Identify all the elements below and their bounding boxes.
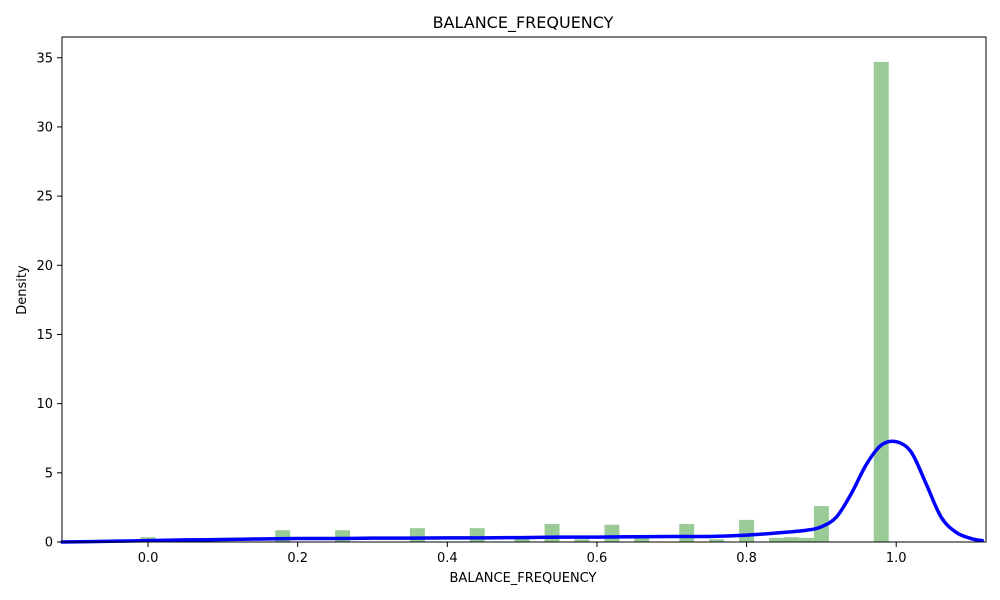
chart-title: BALANCE_FREQUENCY	[433, 13, 614, 33]
y-tick-label: 30	[36, 120, 53, 135]
y-tick-label: 10	[36, 397, 53, 412]
x-tick-label: 0.0	[138, 551, 159, 566]
x-tick-label: 0.6	[587, 551, 608, 566]
histogram-bar-16	[798, 537, 814, 542]
histogram-bar-12	[709, 539, 725, 542]
histogram-bar-7	[544, 524, 560, 542]
x-axis-ticks: 0.0 0.2 0.4 0.6 0.8 1.0	[138, 542, 907, 566]
y-axis-ticks: 0 5 10 15 20 25 30 35	[36, 51, 62, 551]
plot-frame	[61, 36, 987, 543]
histogram-bar-4	[409, 528, 425, 542]
y-tick-label: 20	[36, 259, 53, 274]
histogram-bar-14	[769, 537, 784, 542]
x-tick-label: 1.0	[886, 551, 907, 566]
histogram-bar-10	[634, 537, 650, 542]
x-tick-label: 0.8	[736, 551, 757, 566]
y-tick-label: 15	[36, 328, 53, 343]
histogram-bar-13	[739, 519, 755, 542]
kde-curve	[60, 439, 985, 544]
histogram-bar-18	[873, 61, 889, 542]
y-tick-label: 25	[36, 190, 53, 205]
histogram-bar-11	[679, 524, 695, 542]
histogram-bar-6	[514, 537, 530, 542]
y-tick-label: 35	[36, 51, 53, 66]
histogram-bar-17	[813, 506, 829, 542]
kde-curve-layer	[60, 439, 985, 544]
x-tick-label: 0.2	[287, 551, 308, 566]
y-tick-label: 5	[45, 466, 53, 481]
y-tick-label: 0	[45, 536, 53, 551]
histogram-bar-5	[469, 528, 485, 542]
histogram-bar-15	[783, 537, 799, 542]
histogram-bar-8	[574, 539, 590, 542]
x-tick-label: 0.4	[437, 551, 458, 566]
histogram-bar-2	[275, 530, 291, 542]
histogram-bar-9	[604, 524, 620, 542]
histogram-bar-3	[335, 530, 351, 542]
x-axis-title: BALANCE_FREQUENCY	[450, 571, 597, 586]
y-axis-title: Density	[15, 265, 30, 315]
